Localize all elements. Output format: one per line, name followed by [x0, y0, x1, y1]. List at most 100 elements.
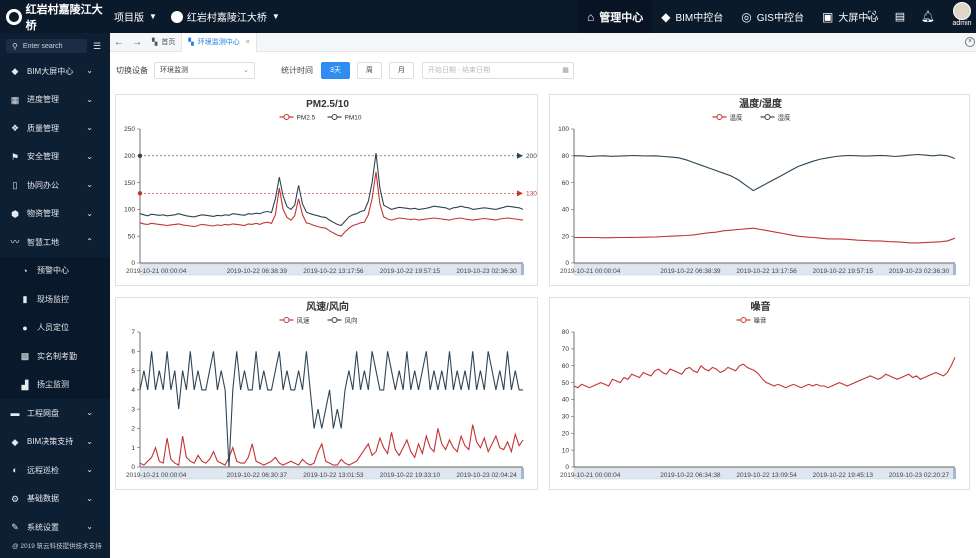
sidebar-item-material[interactable]: ⬢ 物资管理 ⌄ [0, 200, 110, 229]
sidebar-item-bim-screen[interactable]: ◆ BIM大屏中心 ⌄ [0, 57, 110, 86]
x-tick-label: 2019-10-21 00:00:04 [560, 268, 621, 275]
series-line [573, 357, 956, 389]
project-switch[interactable]: 项目版 ▼ [114, 9, 157, 24]
sidebar-item-label: 工程网盘 [27, 408, 59, 418]
close-icon[interactable]: × [245, 38, 250, 46]
x-tick-label: 2019-10-22 13:01:53 [303, 472, 364, 479]
sidebar-item-label: 进度管理 [27, 95, 59, 105]
y-tick-label: 60 [562, 363, 570, 370]
nav-gis-console[interactable]: ◎ GIS中控台 [732, 0, 813, 33]
sidebar-item-bim-decision[interactable]: ◆ BIM决策支持 ⌄ [0, 428, 110, 457]
y-tick-label: 5 [131, 368, 135, 375]
y-tick-label: 0 [131, 260, 135, 267]
collapse-menu-icon[interactable]: ☰ [92, 40, 102, 51]
sidebar-item-label: 实名制考勤 [37, 351, 77, 361]
series-line [574, 153, 956, 192]
series-line [139, 171, 524, 237]
y-tick-label: 3 [131, 406, 135, 413]
project-switch-label: 项目版 [114, 13, 144, 24]
chart-panel-noise: 噪音 噪音 0 10 20 30 40 50 60 70 80 2019-10-21 00:00:04… [549, 297, 970, 490]
x-tick-label: 2019-10-22 13:09:54 [736, 472, 797, 479]
chevron-up-icon: ⌃ [86, 237, 93, 246]
tab-home[interactable]: ▚ 首页 [146, 33, 181, 52]
arrow-left-icon[interactable]: ← [114, 36, 124, 48]
series-line [139, 424, 524, 466]
period-label: 统计时间 [281, 65, 313, 75]
arrow-right-icon[interactable]: → [132, 36, 142, 48]
sidebar: ⚲ Enter search ☰ ◆ BIM大屏中心 ⌄ ▦ 进度管理 ⌄ ❖ 质量管理 ⌄… [0, 33, 110, 558]
device-label: 切换设备 [116, 65, 148, 75]
x-tick-label: 2019-10-22 06:30:37 [227, 472, 288, 479]
fullscreen-icon[interactable]: ⛶ [868, 10, 876, 22]
top-bar: 红岩村嘉陵江大桥 项目版 ▼ 红岩村嘉陵江大桥 ▼ ⌂ 管理中心 ◆ BIM中控… [0, 0, 976, 33]
y-tick-label: 2 [131, 426, 135, 433]
period-3days-button[interactable]: 3天 [321, 61, 350, 79]
device-select[interactable]: 环境监测 ⌄ [154, 61, 255, 79]
y-tick-label: 20 [562, 430, 570, 437]
sidebar-subitem-dust-monitor[interactable]: ▟ 扬尘监测 [0, 370, 110, 399]
sidebar-item-safety[interactable]: ⚑ 安全管理 ⌄ [0, 143, 110, 172]
y-tick-label: 40 [562, 207, 570, 214]
sidebar-subitem-person-location[interactable]: ● 人员定位 [0, 313, 110, 342]
brand-logo[interactable]: 红岩村嘉陵江大桥 [0, 1, 110, 33]
cube-icon: ◆ [11, 66, 19, 77]
chevron-down-icon: ⌄ [86, 180, 93, 189]
nav-screen-center[interactable]: ▣ 大屏中心 [813, 0, 887, 33]
y-tick-label: 30 [562, 414, 570, 421]
alarm-icon: ◔ [22, 265, 28, 276]
period-month-button[interactable]: 月 [388, 61, 414, 79]
tabs-bar: ← → ▚ 首页 ▚ 环境监测中心 × × [110, 32, 976, 52]
x-tick-label: 2019-10-21 00:00:04 [126, 472, 187, 479]
sidebar-item-quality[interactable]: ❖ 质量管理 ⌄ [0, 114, 110, 143]
calendar-icon: ▦ [562, 66, 569, 74]
y-tick-label: 150 [124, 180, 135, 187]
sidebar-item-remote-inspection[interactable]: ◐ 远程巡检 ⌄ [0, 456, 110, 485]
sidebar-item-netdisk[interactable]: ▬ 工程网盘 ⌄ [0, 399, 110, 428]
chart-panel-temp-humidity: 温度/湿度 温度 湿度 0 20 40 60 80 100 2019-10-21 00:00:04… [549, 94, 970, 286]
dashboard-icon[interactable]: ▤ [894, 11, 906, 23]
sidebar-item-progress[interactable]: ▦ 进度管理 ⌄ [0, 86, 110, 115]
sidebar-item-smart-site[interactable]: 〰智慧工地 ⌃ [0, 228, 110, 257]
mark-line-arrow [517, 152, 523, 159]
home-icon: ⌂ [587, 9, 595, 24]
sidebar-item-system-settings[interactable]: ✎ 系统设置 ⌄ [0, 513, 110, 542]
main-nav: ⌂ 管理中心 ◆ BIM中控台 ◎ GIS中控台 ▣ 大屏中心 [578, 0, 887, 33]
dust-icon: ▟ [21, 379, 29, 390]
x-tick-label: 2019-10-22 06:38:39 [227, 268, 288, 275]
folder-icon: ▬ [10, 408, 20, 419]
legend-label: 温度 [730, 113, 744, 122]
half-circle-icon: ◐ [12, 465, 18, 476]
sidebar-subitem-alarm-center[interactable]: ◔ 预警中心 [0, 256, 110, 285]
sidebar-subitem-site-monitor[interactable]: ▮ 现场监控 [0, 285, 110, 314]
pm-chart: PM2.5/10 PM2.5 PM10 0 50 100 150 200 250 200 130 20… [124, 99, 537, 276]
project-selector[interactable]: 红岩村嘉陵江大桥 ▼ [170, 9, 280, 24]
sidebar-item-office[interactable]: ▯ 协同办公 ⌄ [0, 171, 110, 200]
y-tick-label: 50 [562, 380, 570, 387]
sidebar-item-label: 质量管理 [27, 123, 59, 133]
sidebar-subitem-attendance[interactable]: ▩ 实名制考勤 [0, 342, 110, 371]
legend-item: 温度 [712, 113, 744, 122]
legend-item: 噪音 [736, 316, 768, 325]
nav-management-center[interactable]: ⌂ 管理中心 [578, 0, 653, 33]
x-tick-label: 2019-10-23 02:36:30 [889, 268, 950, 275]
chevron-down-icon: ⌄ [86, 493, 93, 503]
sidebar-item-label: 人员定位 [37, 323, 69, 333]
search-input[interactable]: ⚲ Enter search [6, 39, 87, 53]
data-zoom-handle [953, 264, 956, 275]
chevron-down-icon: ⌄ [86, 522, 93, 531]
tab-environment-monitor[interactable]: ▚ 环境监测中心 × [181, 32, 257, 52]
period-week-button[interactable]: 周 [356, 61, 382, 79]
search-icon: ⚲ [12, 41, 18, 51]
bell-icon[interactable]: 🔔︎ [921, 11, 935, 23]
close-all-tabs-icon[interactable]: × [965, 37, 975, 47]
mark-line: 130 [137, 190, 537, 198]
user-menu[interactable]: admin [951, 2, 973, 27]
sidebar-item-base-data[interactable]: ⚙ 基础数据 ⌄ [0, 485, 110, 514]
tab-icon: ▚ [188, 39, 194, 46]
nav-bim-console[interactable]: ◆ BIM中控台 [652, 0, 732, 33]
quality-icon: ❖ [10, 123, 20, 134]
avatar [953, 2, 971, 20]
legend-label: 噪音 [754, 316, 768, 325]
sidebar-item-label: BIM决策支持 [27, 437, 74, 447]
date-range-input[interactable]: 开始日期 - 结束日期 ▦ [421, 61, 574, 79]
